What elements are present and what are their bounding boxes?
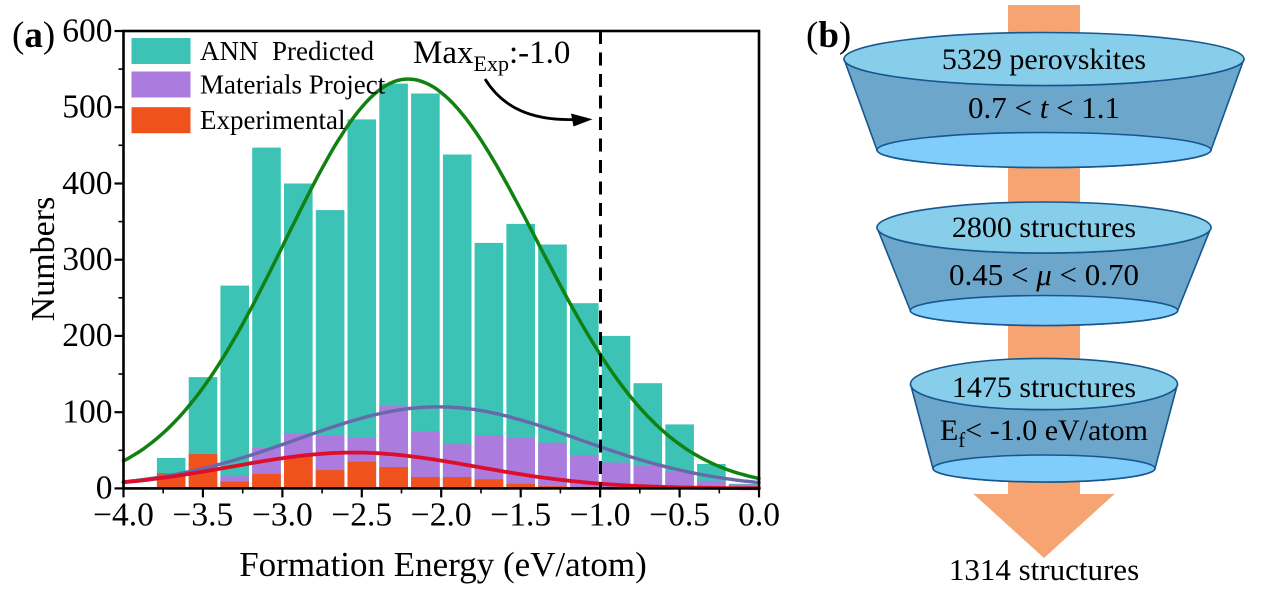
svg-text:−3.0: −3.0 (252, 497, 313, 534)
svg-text:Ef< -1.0 eV/atom: Ef< -1.0 eV/atom (940, 414, 1148, 452)
svg-text:100: 100 (62, 394, 112, 431)
svg-text:−2.5: −2.5 (331, 497, 392, 534)
svg-text:Experimental: Experimental (200, 105, 345, 135)
svg-text:−1.5: −1.5 (490, 497, 551, 534)
svg-text:0.0: 0.0 (738, 497, 780, 534)
svg-text:1475 structures: 1475 structures (952, 371, 1136, 404)
svg-text:0.7 < t < 1.1: 0.7 < t < 1.1 (968, 90, 1120, 125)
svg-text:0: 0 (96, 470, 113, 507)
svg-text:400: 400 (62, 165, 112, 202)
svg-text:600: 600 (62, 12, 112, 49)
svg-text:300: 300 (62, 241, 112, 278)
svg-text:5329 perovskites: 5329 perovskites (942, 43, 1146, 76)
svg-text:(b): (b) (806, 15, 851, 56)
svg-text:Numbers: Numbers (25, 197, 62, 322)
svg-text:ANN Predicted: ANN Predicted (200, 36, 374, 66)
svg-text:−0.5: −0.5 (649, 497, 710, 534)
svg-text:Materials Project: Materials Project (200, 69, 386, 99)
svg-text:500: 500 (62, 89, 112, 126)
svg-text:1314 structures: 1314 structures (949, 552, 1139, 587)
svg-text:Formation Energy (eV/atom): Formation Energy (eV/atom) (239, 545, 647, 584)
svg-text:(a): (a) (12, 15, 55, 56)
svg-text:200: 200 (62, 317, 112, 354)
svg-text:−3.5: −3.5 (173, 497, 234, 534)
svg-text:0.45 < μ < 0.70: 0.45 < μ < 0.70 (949, 257, 1139, 292)
svg-text:2800 structures: 2800 structures (952, 211, 1136, 244)
svg-text:−1.0: −1.0 (570, 497, 631, 534)
svg-text:−2.0: −2.0 (411, 497, 472, 534)
svg-text:−4.0: −4.0 (93, 497, 154, 534)
